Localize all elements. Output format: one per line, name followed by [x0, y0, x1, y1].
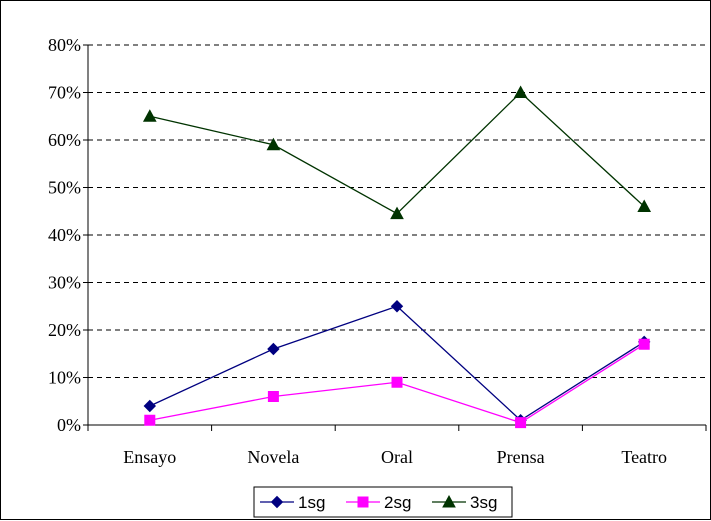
legend-box: [253, 486, 513, 518]
data-point-3sg: [142, 109, 157, 122]
y-tick-label: 40%: [48, 225, 81, 245]
legend-label: 1sg: [298, 493, 325, 512]
x-tick-label: Ensayo: [123, 447, 176, 467]
data-point-1sg: [267, 342, 280, 356]
y-tick-label: 80%: [48, 35, 81, 55]
legend: 1sg 2sg 3sg: [253, 486, 513, 518]
y-tick-label: 20%: [48, 320, 81, 340]
legend-label: 2sg: [384, 493, 411, 512]
y-tick-label: 10%: [48, 368, 81, 388]
data-point-1sg: [143, 399, 157, 413]
data-point-1sg: [390, 300, 404, 313]
x-tick-label: Prensa: [497, 447, 545, 467]
x-tick-label: Oral: [381, 447, 413, 467]
y-tick-label: 30%: [48, 273, 81, 293]
legend-marker-3sg: [442, 494, 456, 508]
y-tick-label: 60%: [48, 130, 81, 150]
data-point-2sg: [515, 417, 527, 429]
legend-marker-2sg: [357, 496, 369, 508]
data-point-3sg: [266, 137, 281, 151]
legend-label: 3sg: [470, 493, 497, 512]
data-point-2sg: [144, 414, 156, 426]
y-tick-label: 0%: [57, 415, 81, 435]
series-line-3sg: [149, 91, 645, 215]
legend-marker-1sg: [270, 495, 284, 509]
x-tick-label: Novela: [247, 447, 299, 467]
x-tick-label: Teatro: [621, 447, 667, 467]
y-tick-label: 70%: [48, 83, 81, 103]
data-point-2sg: [638, 338, 650, 350]
y-tick-label: 50%: [48, 178, 81, 198]
series-line-1sg: [149, 305, 645, 422]
data-point-2sg: [391, 376, 403, 388]
data-point-2sg: [267, 391, 279, 402]
data-point-3sg: [390, 206, 404, 220]
data-point-3sg: [513, 85, 528, 98]
data-point-3sg: [637, 199, 652, 212]
